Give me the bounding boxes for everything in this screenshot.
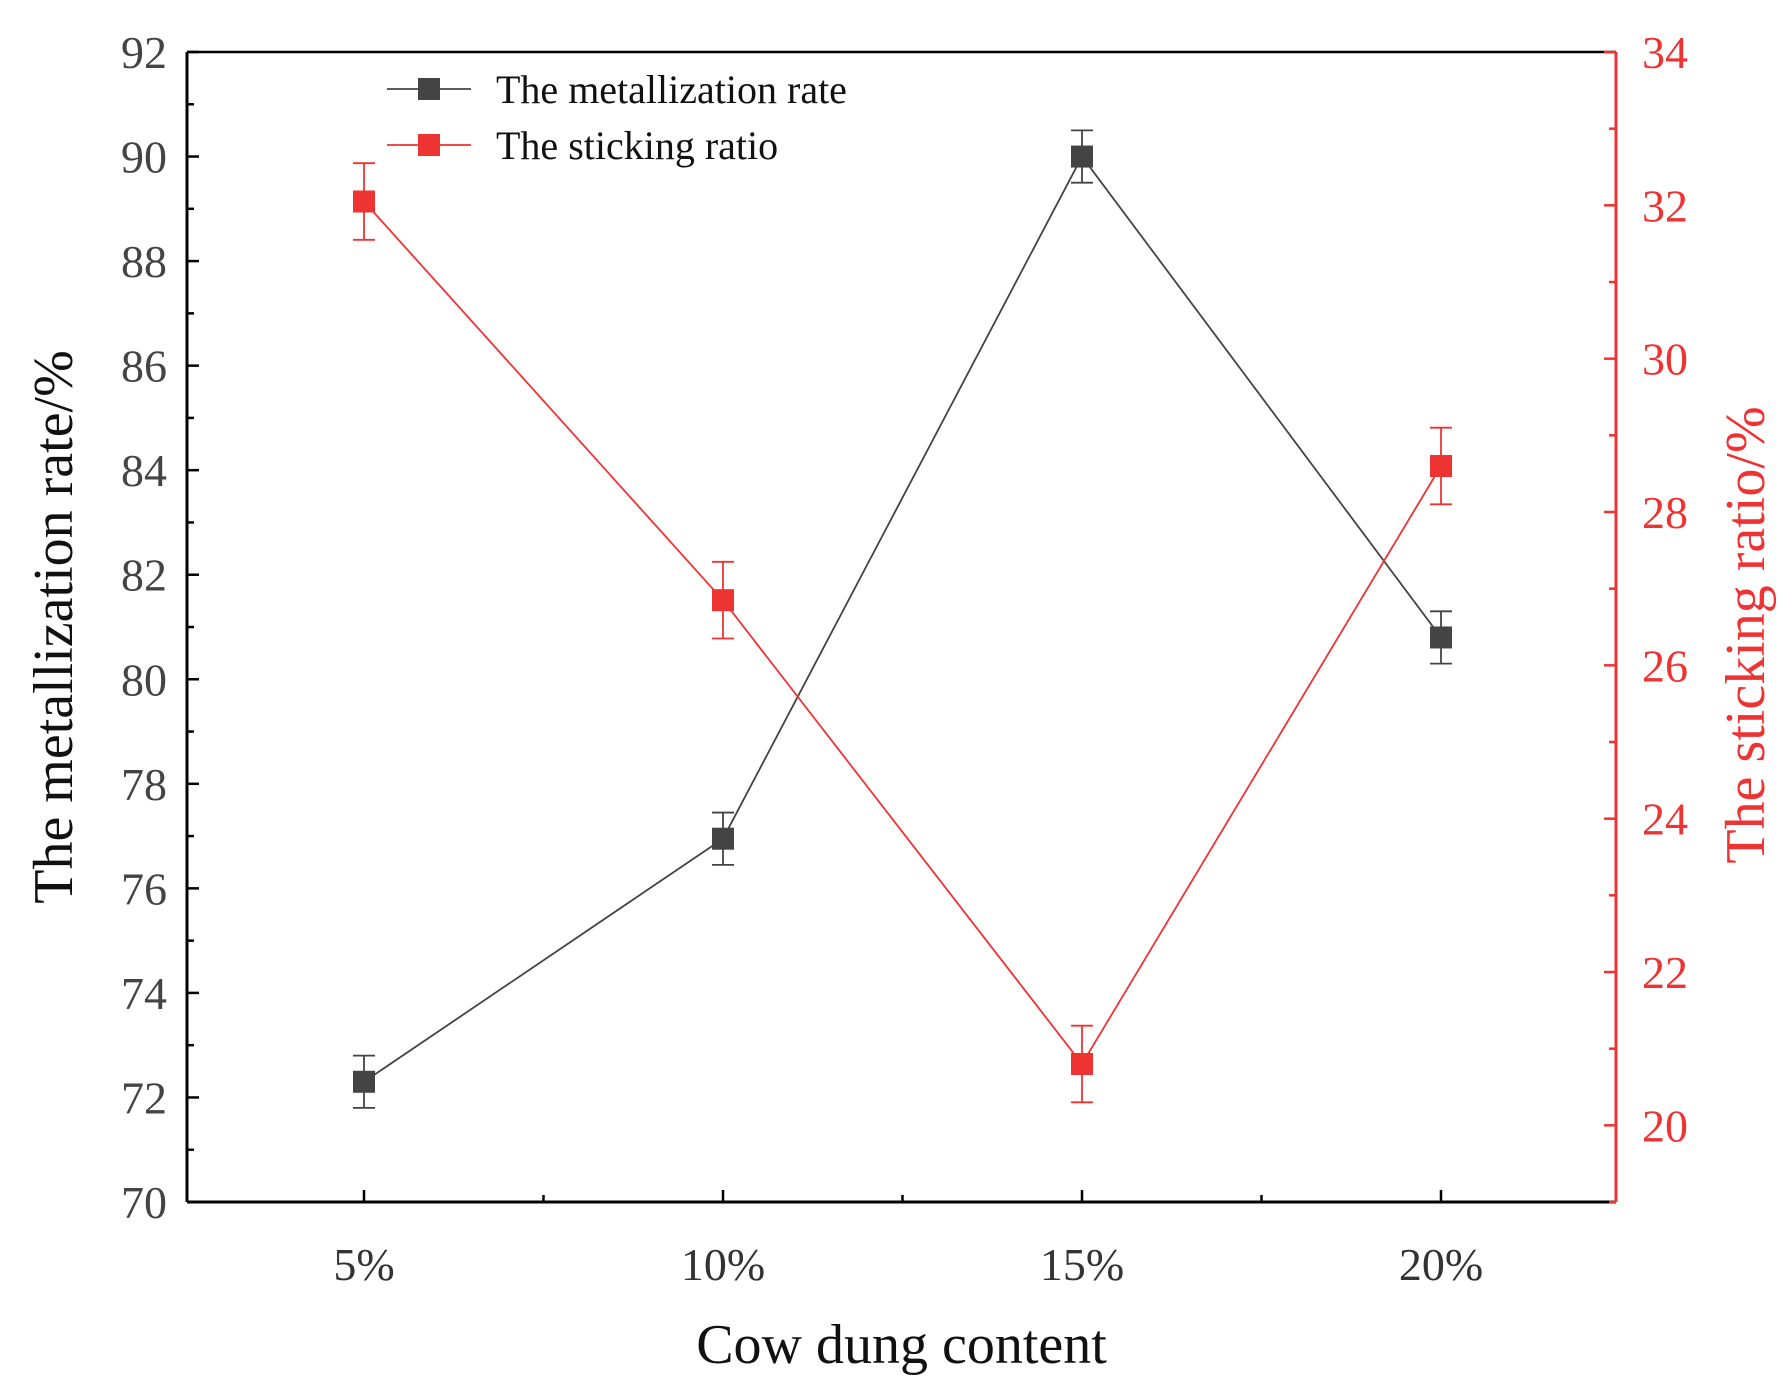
- x-tick-label: 20%: [1399, 1239, 1483, 1290]
- right-y-tick-label: 26: [1642, 640, 1688, 691]
- right-y-tick-label: 24: [1642, 794, 1688, 845]
- series-marker-1: [1071, 145, 1093, 168]
- right-y-tick-label: 30: [1642, 334, 1688, 385]
- legend-label: The sticking ratio: [496, 123, 778, 168]
- right-y-axis-title: The sticking ratio/%: [1715, 406, 1777, 863]
- legend-label: The metallization rate: [496, 67, 847, 112]
- left-y-tick-label: 72: [121, 1072, 167, 1123]
- left-y-tick-label: 82: [121, 550, 167, 601]
- x-axis-title: Cow dung content: [696, 1314, 1107, 1376]
- legend-marker: [418, 134, 440, 156]
- x-tick-label: 10%: [681, 1239, 765, 1290]
- left-y-tick-label: 92: [121, 27, 167, 78]
- left-y-tick-label: 70: [121, 1177, 167, 1228]
- series-marker-1: [712, 827, 734, 850]
- series-line-1: [363, 154, 1442, 1083]
- left-y-tick-label: 76: [121, 863, 167, 914]
- left-y-tick-label: 90: [121, 132, 167, 183]
- right-y-tick-label: 32: [1642, 180, 1688, 231]
- series-marker-1: [1430, 626, 1452, 649]
- right-y-tick-label: 22: [1642, 947, 1688, 998]
- left-y-tick-label: 88: [121, 236, 167, 287]
- left-y-tick-label: 80: [121, 654, 167, 705]
- left-y-tick-label: 74: [121, 968, 167, 1019]
- series-marker-2: [712, 589, 734, 612]
- series-line-2: [363, 200, 1442, 1066]
- series-marker-2: [353, 190, 375, 213]
- x-tick-label: 15%: [1040, 1239, 1124, 1290]
- series-marker-2: [1071, 1053, 1093, 1075]
- left-y-tick-label: 86: [121, 341, 167, 392]
- series-marker-2: [1430, 455, 1452, 477]
- series-marker-1: [353, 1070, 375, 1093]
- legend-marker: [418, 78, 440, 100]
- left-y-tick-label: 78: [121, 759, 167, 810]
- left-y-axis-title: The metallization rate/%: [23, 350, 85, 904]
- right-y-tick-label: 28: [1642, 487, 1688, 538]
- right-y-tick-label: 20: [1642, 1100, 1688, 1151]
- x-tick-label: 5%: [333, 1239, 394, 1290]
- right-y-tick-label: 34: [1642, 27, 1688, 78]
- left-y-tick-label: 84: [121, 445, 167, 496]
